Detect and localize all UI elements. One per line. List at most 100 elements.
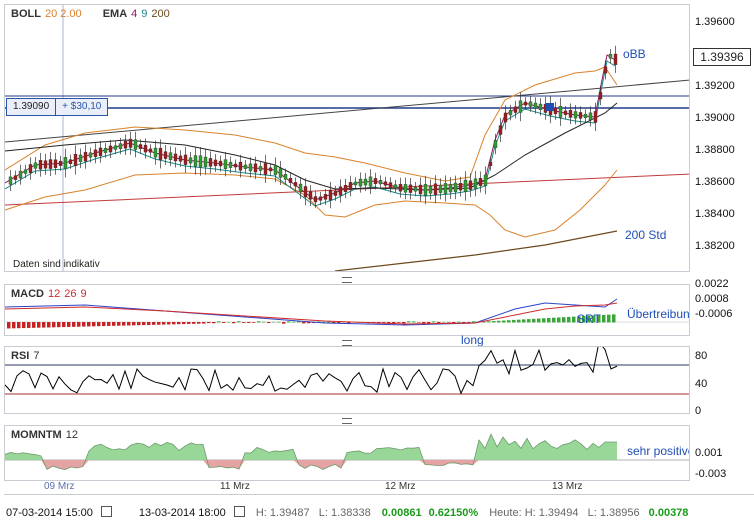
macd-histogram-bar [27,322,31,328]
panel-splitter[interactable] [4,337,690,347]
macd-histogram-bar [277,321,281,323]
candle-body [68,159,73,164]
macd-histogram-bar [217,321,221,323]
splitter-grip-icon[interactable] [342,418,352,424]
candle-body [288,178,293,183]
macd-label[interactable]: MACD [11,288,44,300]
candle-body [253,163,258,173]
candle-body [603,66,608,74]
macd-tick: 0.0022 [695,278,729,290]
momentum-param: 12 [65,429,78,441]
macd-histogram-bar [562,317,566,323]
candle-body [188,157,193,164]
range-high: H: 1.39487 [255,507,310,519]
splitter-grip-icon[interactable] [342,340,352,346]
rsi-panel[interactable]: RSI 7 [4,346,690,414]
candle-body [613,53,618,65]
macd-histogram-bar [152,322,156,325]
annotation-srt: SRT [577,312,601,326]
candle-body [458,182,463,191]
macd-histogram-bar [12,322,16,329]
candle-body [328,189,333,201]
macd-histogram-bar [127,322,131,326]
macd-axis: 0.0022 0.0008 -0.0006 [691,278,754,336]
candle-body [138,144,143,149]
macd-histogram-bar [137,322,141,326]
candle-body [18,170,23,179]
macd-histogram-bar [347,322,351,324]
macd-panel[interactable]: MACD 12 26 9 SRT Übertreibung [4,284,690,336]
candle-body [278,168,283,178]
macd-histogram-bar [147,322,151,325]
annotation-sehr-positives: sehr positives M [627,444,689,458]
candle-body [133,139,138,150]
ema-long-line [334,230,618,271]
macd-histogram-bar [557,317,561,323]
candle-body [38,160,43,170]
range-from: 07-03-2014 15:00 [6,507,93,519]
macd-histogram-bar [202,322,206,324]
macd-histogram-bar [302,322,306,324]
candle-body [368,176,373,187]
macd-histogram-bar [82,322,86,327]
candle-body [358,178,363,187]
macd-histogram-bar [317,321,321,323]
candle-body [313,196,318,203]
macd-histogram-bar [297,321,301,323]
calendar-icon[interactable] [100,506,112,517]
macd-histogram-bar [592,315,596,323]
candle-body [423,184,428,196]
ema-trend-line [5,102,618,191]
indicator-legend: BOLL 20 2.00 EMA 4 9 200 [11,8,170,20]
panel-splitter[interactable] [4,415,690,425]
candle-body [123,140,128,149]
macd-histogram-bar [267,322,271,323]
momentum-axis: 0.001 -0.003 [691,425,754,481]
candle-body [428,185,433,194]
momentum-label[interactable]: MOMNTM [11,429,62,441]
macd-histogram-bar [482,321,486,323]
candle-body [63,157,68,169]
candle-body [448,183,453,193]
macd-histogram-bar [47,322,51,328]
support-line [5,173,689,206]
candle-body [88,152,93,158]
price-chart-panel[interactable]: BOLL 20 2.00 EMA 4 9 200 Daten sind indikati… [4,4,690,272]
macd-chart [5,298,689,329]
candle-body [223,159,228,169]
ema-label[interactable]: EMA [102,8,128,20]
macd-histogram-bar [412,321,416,323]
rsi-tick: 0 [695,405,702,417]
candle-body [353,181,358,186]
crosshair-price: 1.39090 [13,101,50,112]
momentum-line [5,433,617,470]
boll-label[interactable]: BOLL [11,8,41,20]
macd-histogram-bar [387,322,391,324]
macd-histogram-bar [597,315,601,323]
candle-body [143,144,148,153]
price-chart [5,5,689,271]
candle-body [148,148,153,153]
rsi-axis: 80 40 0 [691,346,754,417]
candle-body [403,184,408,193]
macd-histogram-bar [72,322,76,327]
candle-body [578,112,583,119]
ema-mid-line [5,60,616,207]
current-price-label: 1.39396 [693,48,751,66]
candle-body [303,186,308,198]
rsi-label[interactable]: RSI [11,350,30,362]
momentum-chart [5,433,689,470]
macd-histogram-bar [32,322,36,328]
macd-histogram-bar [77,322,81,327]
calendar-icon[interactable] [233,506,245,517]
candle-body [443,183,448,194]
macd-histogram-bar [322,321,326,323]
macd-histogram-bar [582,316,586,323]
today-high: Heute: H: 1.39494 [489,507,579,519]
candle-body [293,182,298,187]
candle-body [58,160,63,166]
panel-splitter[interactable] [4,274,690,284]
splitter-grip-icon[interactable] [342,277,352,283]
macd-tick: -0.0006 [695,308,733,320]
